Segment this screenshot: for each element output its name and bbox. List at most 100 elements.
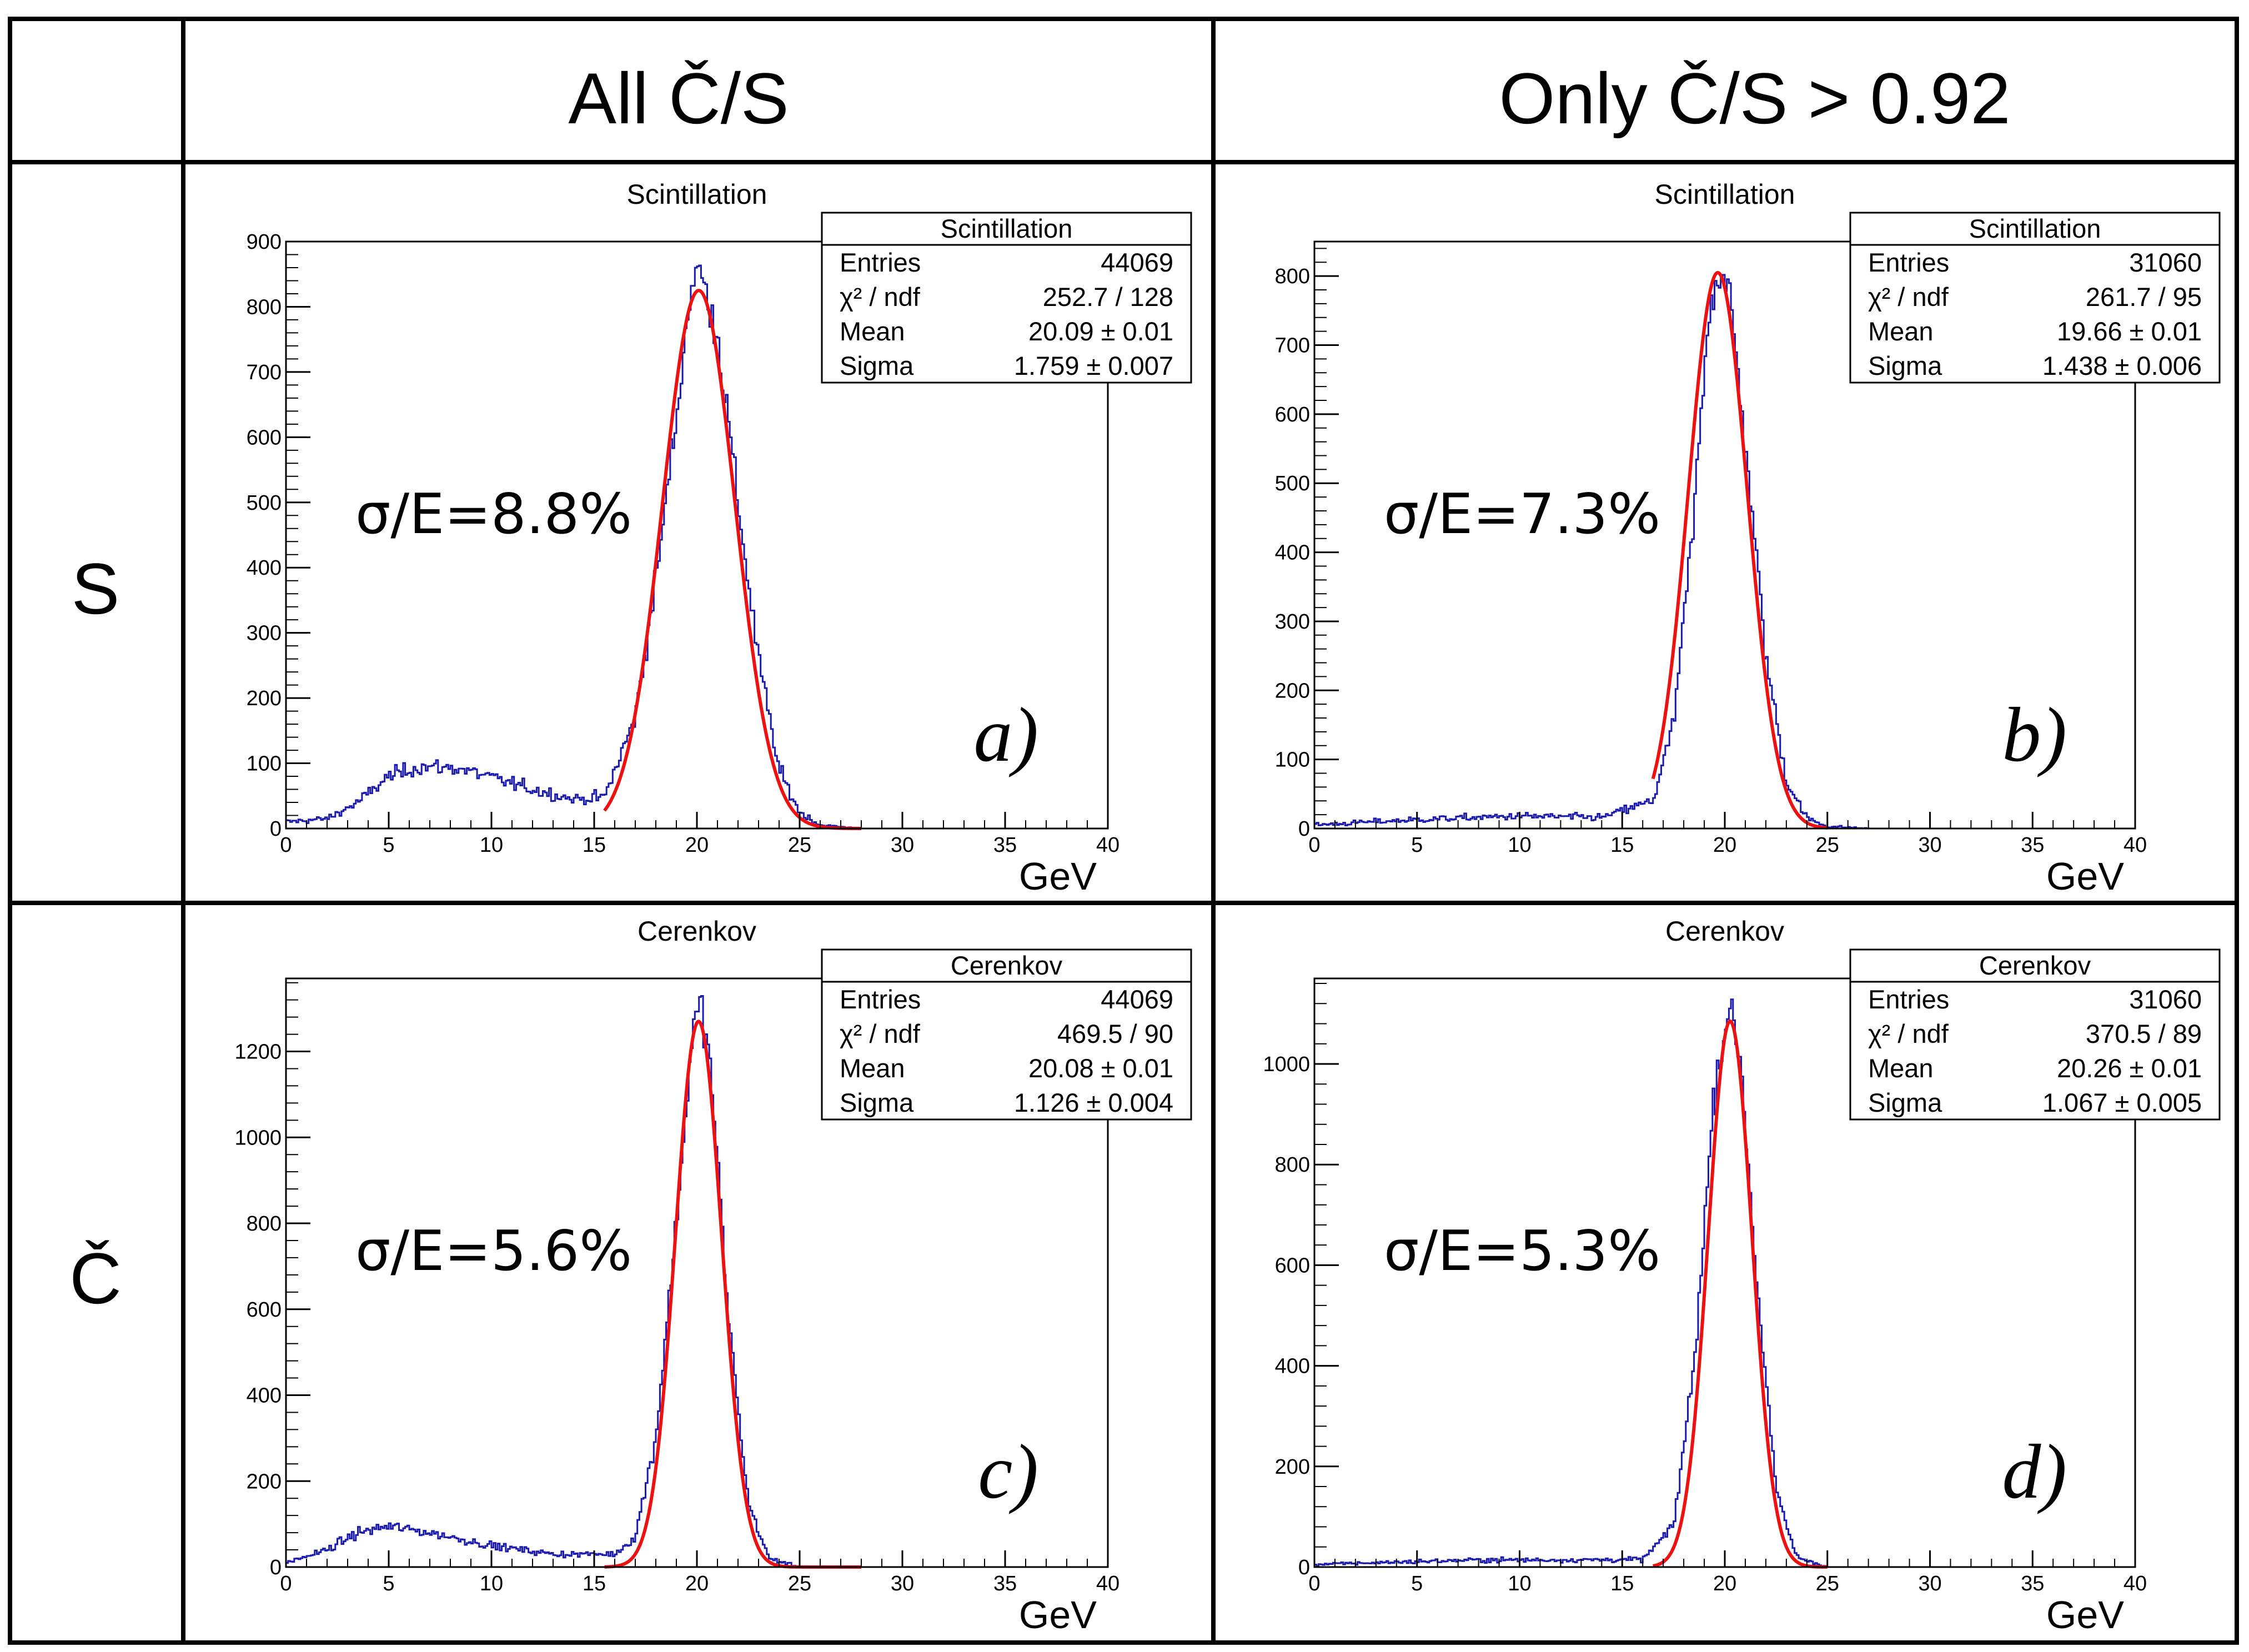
stats-title: Scintillation bbox=[1969, 214, 2101, 243]
x-tick-label: 5 bbox=[383, 1572, 394, 1595]
x-axis-label: GeV bbox=[2046, 855, 2124, 898]
x-axis-label: GeV bbox=[1019, 855, 1097, 898]
stats-key: Entries bbox=[1868, 248, 1949, 277]
stats-key: Mean bbox=[1868, 317, 1934, 346]
y-tick-label: 400 bbox=[247, 1384, 282, 1408]
table-frame bbox=[8, 17, 2239, 1645]
panel-label: c) bbox=[978, 1429, 1038, 1515]
stats-key: Entries bbox=[840, 248, 921, 277]
y-tick-label: 900 bbox=[247, 230, 282, 254]
y-tick-label: 600 bbox=[247, 426, 282, 449]
y-tick-label: 1200 bbox=[234, 1041, 282, 1064]
stats-box bbox=[1849, 212, 2221, 384]
y-tick-label: 400 bbox=[1275, 1355, 1310, 1378]
y-tick-label: 800 bbox=[1275, 265, 1310, 288]
row-header-s: S bbox=[72, 548, 120, 629]
y-tick-label: 500 bbox=[247, 491, 282, 515]
y-tick-label: 1000 bbox=[1263, 1053, 1310, 1076]
y-tick-label: 500 bbox=[1275, 472, 1310, 495]
x-tick-label: 0 bbox=[280, 1572, 292, 1595]
y-tick-label: 700 bbox=[247, 361, 282, 384]
stats-value: 44069 bbox=[1101, 248, 1173, 277]
row-header-c: Č bbox=[69, 1238, 122, 1319]
stats-value: 1.438 ± 0.006 bbox=[2042, 351, 2202, 380]
x-tick-label: 30 bbox=[1918, 833, 1941, 857]
table-grid bbox=[8, 17, 2239, 1645]
stats-value: 31060 bbox=[2129, 248, 2202, 277]
x-tick-label: 30 bbox=[891, 1572, 914, 1595]
stats-title: Cerenkov bbox=[1979, 951, 2091, 980]
resolution-annotation: σ/E=5.3% bbox=[1384, 1218, 1660, 1283]
x-tick-label: 20 bbox=[1713, 833, 1736, 857]
x-tick-label: 0 bbox=[1308, 1572, 1320, 1595]
y-tick-label: 0 bbox=[270, 1556, 282, 1579]
x-tick-label: 35 bbox=[2021, 1572, 2044, 1595]
gaussian-fit-line bbox=[1653, 1019, 1828, 1569]
stats-key: Mean bbox=[840, 1053, 905, 1083]
x-tick-label: 10 bbox=[480, 833, 503, 857]
x-tick-label: 25 bbox=[1816, 833, 1839, 857]
x-tick-label: 30 bbox=[891, 833, 914, 857]
panel-label: b) bbox=[2002, 692, 2067, 778]
stats-key: Entries bbox=[1868, 985, 1949, 1014]
resolution-annotation: σ/E=8.8% bbox=[355, 481, 632, 546]
stats-key: χ² / ndf bbox=[840, 1019, 921, 1048]
resolution-annotation: σ/E=5.6% bbox=[355, 1218, 632, 1283]
y-tick-label: 100 bbox=[247, 752, 282, 776]
x-axis-label: GeV bbox=[2046, 1593, 2124, 1636]
x-tick-label: 15 bbox=[1610, 833, 1634, 857]
y-tick-label: 800 bbox=[247, 1212, 282, 1236]
stats-key: Mean bbox=[1868, 1053, 1934, 1083]
y-tick-label: 0 bbox=[270, 817, 282, 841]
x-tick-label: 20 bbox=[1713, 1572, 1736, 1595]
x-tick-label: 10 bbox=[1508, 833, 1531, 857]
y-tick-label: 600 bbox=[247, 1298, 282, 1322]
y-tick-label: 700 bbox=[1275, 334, 1310, 358]
x-tick-label: 25 bbox=[1816, 1572, 1839, 1595]
stats-value: 252.7 / 128 bbox=[1043, 282, 1173, 312]
stats-key: χ² / ndf bbox=[1868, 1019, 1949, 1048]
panel-title: Scintillation bbox=[1655, 179, 1795, 210]
y-tick-label: 200 bbox=[247, 687, 282, 710]
column-header-all: All Č/S bbox=[568, 58, 789, 139]
stats-value: 1.759 ± 0.007 bbox=[1014, 351, 1173, 380]
stats-box bbox=[821, 948, 1192, 1121]
y-tick-label: 600 bbox=[1275, 1254, 1310, 1277]
x-tick-label: 35 bbox=[993, 1572, 1017, 1595]
x-tick-label: 30 bbox=[1918, 1572, 1941, 1595]
stats-value: 261.7 / 95 bbox=[2086, 282, 2202, 312]
x-tick-label: 10 bbox=[1508, 1572, 1531, 1595]
stats-key: Sigma bbox=[1868, 1088, 1942, 1117]
gaussian-fit-line bbox=[603, 289, 861, 830]
x-tick-label: 5 bbox=[1411, 833, 1423, 857]
stats-key: χ² / ndf bbox=[1868, 282, 1949, 312]
stats-key: Sigma bbox=[840, 1088, 914, 1117]
panel-label: d) bbox=[2002, 1429, 2067, 1515]
y-tick-label: 800 bbox=[247, 295, 282, 319]
stats-key: Entries bbox=[840, 985, 921, 1014]
stats-value: 31060 bbox=[2129, 985, 2202, 1014]
x-tick-label: 25 bbox=[788, 833, 811, 857]
y-tick-label: 300 bbox=[247, 622, 282, 645]
y-tick-label: 200 bbox=[1275, 679, 1310, 702]
stats-key: Sigma bbox=[1868, 351, 1942, 380]
y-tick-label: 1000 bbox=[234, 1126, 282, 1149]
x-tick-label: 40 bbox=[2124, 1572, 2147, 1595]
stats-value: 1.126 ± 0.004 bbox=[1014, 1088, 1173, 1117]
x-axis-label: GeV bbox=[1019, 1593, 1097, 1636]
x-tick-label: 40 bbox=[2124, 833, 2147, 857]
gaussian-fit-line bbox=[1651, 271, 1828, 830]
x-tick-label: 0 bbox=[280, 833, 292, 857]
resolution-annotation: σ/E=7.3% bbox=[1384, 481, 1660, 546]
panel-label: a) bbox=[973, 692, 1038, 778]
x-tick-label: 20 bbox=[685, 1572, 709, 1595]
x-tick-label: 25 bbox=[788, 1572, 811, 1595]
x-tick-label: 10 bbox=[480, 1572, 503, 1595]
stats-box bbox=[821, 212, 1192, 384]
stats-value: 20.09 ± 0.01 bbox=[1028, 317, 1173, 346]
x-tick-label: 20 bbox=[685, 833, 709, 857]
x-tick-label: 15 bbox=[583, 1572, 606, 1595]
